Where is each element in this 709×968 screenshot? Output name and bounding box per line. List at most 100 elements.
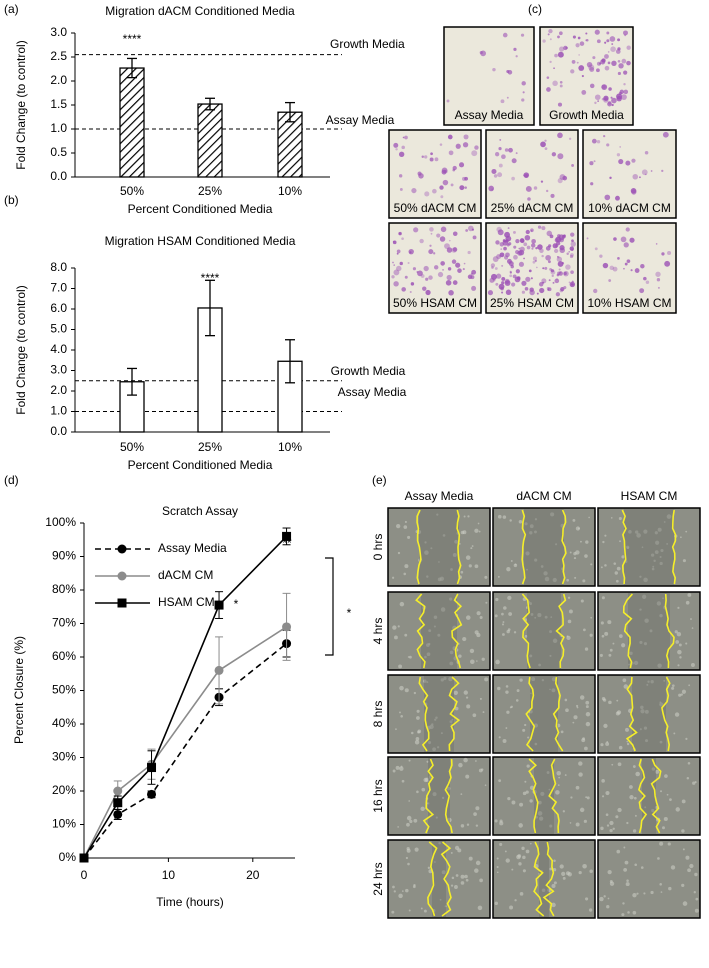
cell <box>413 691 417 695</box>
legend-label: Assay Media <box>158 541 227 555</box>
stain-spot <box>552 281 555 284</box>
stain-spot <box>575 43 580 48</box>
cell <box>438 561 440 563</box>
cell <box>440 607 446 612</box>
cell <box>663 521 666 523</box>
stain-spot <box>601 84 608 90</box>
cell <box>479 878 483 883</box>
cell <box>605 790 610 796</box>
cell <box>424 777 430 782</box>
cell <box>406 815 412 821</box>
stain-spot <box>450 183 454 187</box>
cell <box>659 740 663 744</box>
scratch-edge <box>555 593 567 669</box>
cell <box>539 816 544 821</box>
cell <box>454 539 458 544</box>
stain-spot <box>550 269 555 273</box>
stain-spot <box>433 265 439 270</box>
stain-spot <box>507 69 513 75</box>
cell <box>509 905 514 910</box>
cell <box>458 762 463 768</box>
cell <box>678 643 682 647</box>
cell <box>479 615 483 620</box>
cell <box>499 821 504 826</box>
cell <box>694 908 699 913</box>
y-tick-label: 80% <box>52 582 76 596</box>
cell <box>441 796 445 800</box>
cell <box>575 526 580 531</box>
cell <box>514 563 517 566</box>
scratch-gap <box>419 509 459 585</box>
stain-spot <box>601 84 606 89</box>
cell <box>460 881 465 885</box>
stain-spot <box>540 180 544 183</box>
column-header: Assay Media <box>405 489 474 503</box>
cell <box>579 695 585 700</box>
cell <box>398 893 403 899</box>
chart-title: Scratch Assay <box>162 504 238 518</box>
cell <box>451 718 454 721</box>
cell <box>449 597 453 601</box>
stain-spot <box>455 262 461 268</box>
scratch-edge <box>415 593 426 669</box>
cell <box>509 519 512 522</box>
cell <box>582 863 587 869</box>
cell <box>537 811 543 816</box>
cell <box>583 819 587 823</box>
cell <box>567 619 572 624</box>
stain-spot <box>558 268 561 271</box>
stain-spot <box>608 279 612 282</box>
cell <box>544 576 550 582</box>
cell <box>693 891 696 894</box>
x-tick-label: 0 <box>81 868 88 882</box>
cell <box>690 663 695 667</box>
cell <box>626 546 630 550</box>
cell <box>651 567 655 571</box>
cell <box>671 684 675 688</box>
stain-spot <box>530 243 536 248</box>
cell <box>463 515 466 518</box>
cell <box>403 525 408 529</box>
stain-spot <box>549 234 554 239</box>
cell <box>469 648 475 654</box>
y-tick-label: 2.5 <box>50 49 67 63</box>
cell <box>414 847 419 852</box>
cell <box>534 742 538 746</box>
cell <box>416 790 419 794</box>
stain-spot <box>586 237 589 240</box>
stain-spot <box>401 237 404 240</box>
stain-spot <box>542 39 546 43</box>
cell <box>538 800 542 805</box>
cell <box>530 692 532 695</box>
cell <box>502 621 505 624</box>
cell <box>616 699 619 702</box>
stain-spot <box>421 155 424 158</box>
cell <box>543 571 548 576</box>
cell <box>601 779 605 783</box>
cell <box>570 796 573 799</box>
stain-spot <box>615 195 620 201</box>
stain-spot <box>404 275 408 279</box>
cell <box>632 829 637 833</box>
cell <box>565 708 569 713</box>
cell <box>666 514 672 519</box>
stain-spot <box>557 153 564 160</box>
stain-spot <box>632 173 639 180</box>
y-tick-label: 1.0 <box>50 404 67 418</box>
cell <box>416 709 420 713</box>
stain-spot <box>498 147 502 151</box>
scratch-edge <box>451 593 463 669</box>
cell <box>519 892 524 896</box>
stain-spot <box>395 148 398 151</box>
cell <box>564 774 567 777</box>
cell <box>578 870 582 875</box>
cell <box>655 769 660 774</box>
stain-spot <box>502 32 508 38</box>
stain-spot <box>601 98 605 101</box>
cell <box>600 566 603 569</box>
cell <box>681 689 687 694</box>
stain-spot <box>621 94 627 101</box>
cell <box>615 711 620 716</box>
cell <box>511 800 516 805</box>
